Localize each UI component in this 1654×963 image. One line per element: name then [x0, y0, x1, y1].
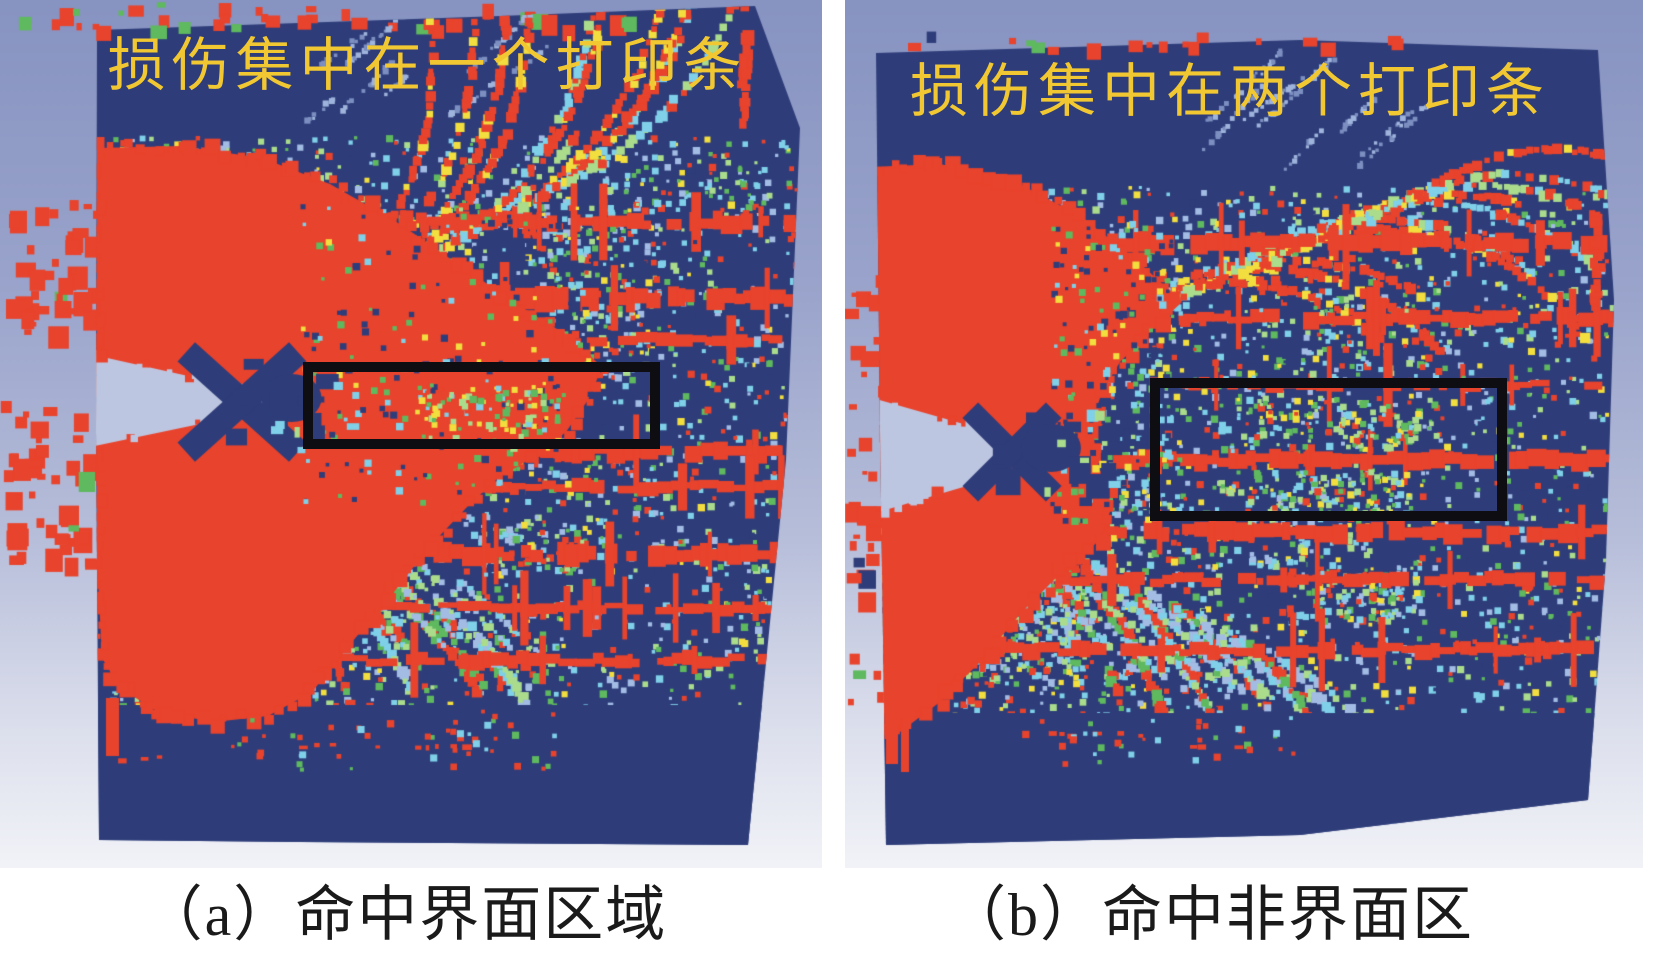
damage-highlight-box-a	[303, 362, 660, 449]
right-margin	[1643, 0, 1654, 868]
panel-a-caption: （a）命中界面区域	[142, 882, 668, 948]
damage-highlight-box-b	[1150, 378, 1507, 521]
panel-a-overlay-label: 损伤集中在一个打印条	[107, 33, 748, 98]
panel-b-overlay-label: 损伤集中在两个打印条	[909, 59, 1550, 124]
simulation-image-a	[0, 0, 822, 868]
panel-divider	[822, 0, 845, 868]
panel-b-caption: （b）命中非界面区	[946, 882, 1474, 948]
simulation-image-b	[845, 0, 1643, 868]
caption-strip-background	[0, 868, 1654, 963]
